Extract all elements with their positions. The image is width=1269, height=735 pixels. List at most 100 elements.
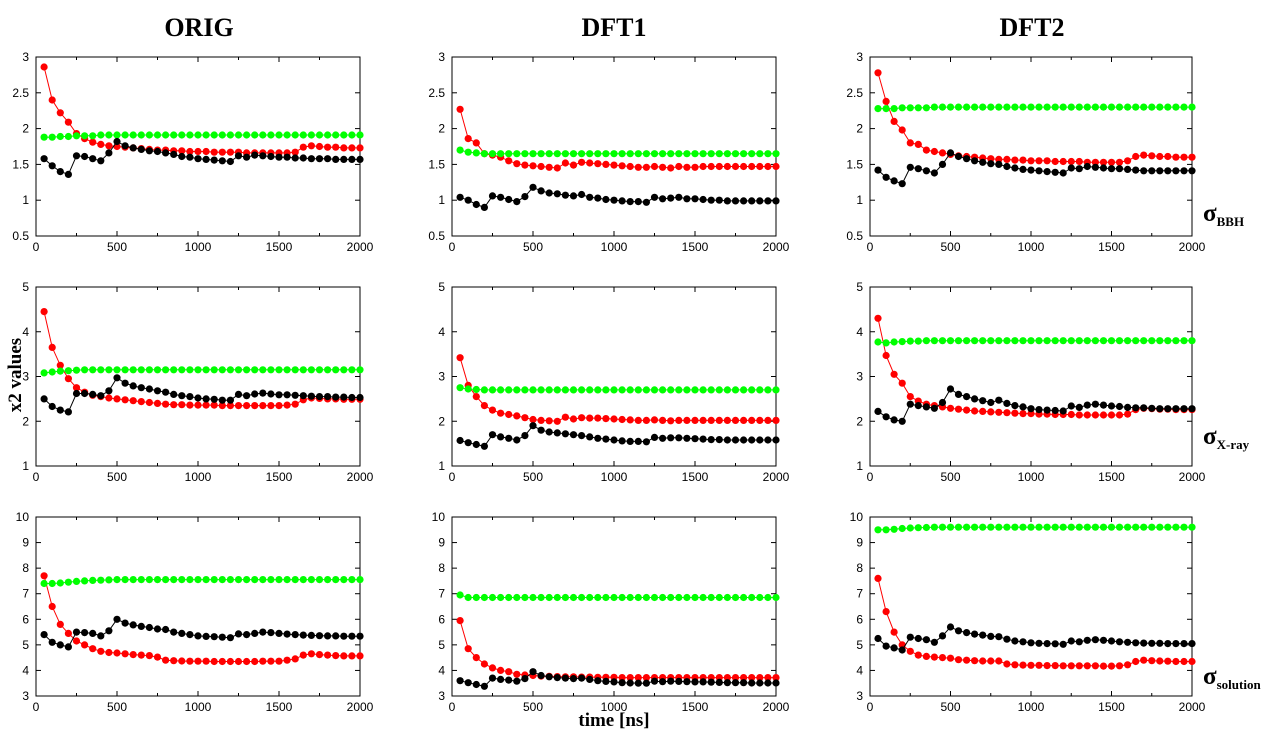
y-tick-label: 0.5 [428, 229, 445, 243]
data-point-red [1011, 409, 1019, 417]
data-point-black [995, 160, 1003, 168]
data-point-green [586, 386, 594, 394]
data-point-red [659, 163, 667, 171]
data-point-black [882, 173, 890, 181]
data-point-green [186, 131, 194, 139]
x-tick-label: 1000 [185, 470, 212, 484]
data-point-red [521, 414, 529, 422]
data-point-red [202, 657, 210, 665]
data-point-green [356, 576, 364, 584]
y-tick-label: 2 [856, 414, 863, 428]
data-point-red [348, 144, 356, 152]
data-point-black [267, 152, 275, 161]
data-point-green [1172, 523, 1180, 531]
data-point-green [979, 523, 987, 531]
x-tick-label: 1500 [266, 700, 293, 714]
data-point-black [586, 193, 594, 201]
data-point-red [145, 652, 153, 660]
x-tick-label: 500 [940, 470, 960, 484]
data-point-black [194, 155, 202, 163]
data-point-black [578, 674, 586, 682]
data-point-red [578, 414, 586, 422]
data-point-red [1019, 410, 1027, 418]
data-point-black [283, 630, 291, 638]
data-point-green [40, 369, 48, 377]
data-point-black [162, 625, 170, 634]
data-point-green [594, 386, 602, 394]
data-point-black [626, 437, 634, 445]
data-point-black [505, 195, 513, 204]
data-point-black [545, 428, 553, 436]
data-point-black [72, 152, 81, 160]
data-point-black [275, 153, 283, 161]
data-point-green [756, 150, 764, 158]
data-point-black [226, 396, 234, 404]
data-point-green [137, 366, 145, 374]
data-point-black [513, 436, 521, 444]
data-point-black [707, 678, 715, 686]
data-point-red [618, 674, 626, 682]
data-point-green [1043, 523, 1051, 531]
data-point-green [97, 576, 105, 584]
data-point-black [890, 416, 898, 424]
data-point-black [1132, 166, 1140, 174]
data-point-red [987, 408, 995, 416]
data-point-green [979, 337, 987, 345]
data-point-green [105, 131, 113, 139]
data-point-red [456, 617, 464, 625]
data-point-red [882, 97, 890, 105]
data-point-black [914, 165, 922, 173]
data-point-red [618, 415, 626, 424]
series-line-red [877, 72, 1192, 163]
series-line-red [459, 109, 776, 169]
data-point-green [1172, 103, 1180, 111]
data-point-green [946, 337, 955, 345]
data-point-green [1019, 103, 1027, 111]
data-point-black [1107, 165, 1116, 173]
data-point-green [137, 576, 145, 584]
data-point-green [1124, 103, 1132, 111]
series-line-red [43, 66, 360, 154]
data-point-green [210, 576, 218, 584]
data-point-black [340, 393, 348, 401]
data-point-red [202, 401, 210, 409]
data-point-red [1067, 410, 1075, 419]
x-tick-label: 1500 [682, 700, 709, 714]
data-point-black [1083, 162, 1091, 171]
data-point-green [145, 131, 153, 139]
data-point-green [113, 576, 121, 584]
row-label-bbh-symbol: σ [1203, 200, 1217, 227]
data-point-green [56, 579, 64, 587]
data-point-black [145, 385, 153, 393]
data-point-black [930, 169, 939, 177]
y-tick-label: 1 [438, 193, 445, 207]
data-point-red [505, 157, 513, 165]
data-point-green [145, 366, 153, 374]
data-point-black [243, 631, 251, 639]
x-tick-label: 0 [867, 240, 874, 254]
data-point-green [275, 576, 283, 584]
row-label-xray-symbol: σ [1203, 423, 1217, 450]
data-point-red [81, 641, 89, 649]
data-point-black [1067, 637, 1075, 645]
data-point-black [81, 152, 89, 161]
data-point-black [667, 434, 675, 442]
data-point-black [578, 190, 586, 199]
data-point-green [922, 104, 931, 112]
data-point-black [356, 393, 364, 402]
y-tick-label: 5 [856, 280, 863, 294]
data-point-green [642, 150, 651, 158]
data-point-green [537, 150, 545, 158]
data-point-black [537, 671, 545, 680]
data-point-green [194, 131, 202, 139]
data-point-black [226, 634, 234, 642]
data-point-black [1035, 406, 1043, 414]
data-point-red [1164, 152, 1172, 161]
data-point-red [1083, 411, 1091, 419]
data-point-black [1099, 164, 1108, 172]
data-point-green [1027, 337, 1035, 345]
data-point-red [226, 657, 234, 666]
data-point-green [226, 576, 234, 584]
data-point-green [56, 132, 64, 141]
data-point-red [251, 402, 259, 410]
